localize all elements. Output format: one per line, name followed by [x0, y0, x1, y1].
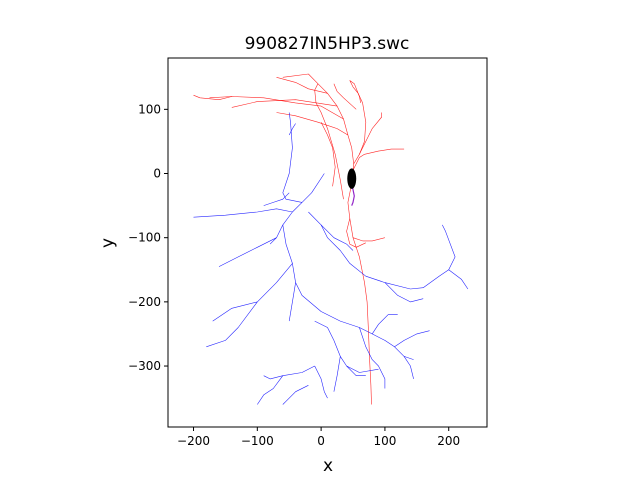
y-tick-label: 100	[138, 102, 161, 116]
apical-branch-10	[333, 83, 357, 110]
basal-branch-30	[333, 356, 341, 392]
y-tick-label: −100	[128, 231, 161, 245]
x-tick-label: 100	[373, 434, 396, 448]
basal-branch-27	[448, 269, 469, 290]
apical-branch-9	[349, 80, 361, 103]
basal-branch-39	[314, 365, 328, 399]
y-axis: 100 0 −100 −200 −300	[128, 102, 168, 373]
basal-branch-28	[384, 282, 424, 303]
apical-branch-15	[314, 83, 344, 200]
apical-branch-11	[320, 122, 336, 187]
apical-branch-12	[347, 178, 372, 405]
basal-branch-35	[359, 327, 379, 367]
basal-branch-22	[295, 282, 360, 328]
axes-frame	[167, 57, 488, 428]
apical-branch-14	[352, 237, 385, 242]
basal-branch-23	[206, 301, 258, 348]
basal-branch-41	[314, 320, 335, 341]
basal-branch-17	[193, 208, 293, 218]
basal-branch-38	[257, 375, 284, 405]
basal-branch-33	[371, 314, 398, 335]
y-axis-label: y	[98, 238, 118, 248]
basal-branch-42	[263, 192, 290, 206]
apical-branch-4	[193, 94, 232, 100]
apical-branch-5	[231, 99, 338, 108]
y-tick-label: −200	[128, 295, 161, 309]
x-axis-label: x	[323, 456, 333, 476]
x-tick-label: 0	[317, 434, 325, 448]
apical-branch-1	[353, 93, 367, 165]
basal-branch-44	[403, 356, 414, 379]
apical-branch-7	[352, 148, 405, 171]
apical-branch-8	[359, 112, 383, 155]
basal-branch-34	[394, 330, 430, 348]
x-tick-label: −200	[177, 434, 210, 448]
apical-branch-13	[346, 218, 366, 248]
x-tick-label: 200	[437, 434, 460, 448]
soma-layer	[347, 168, 357, 189]
basal-branch-24	[308, 211, 354, 251]
basal-branch-31	[346, 365, 366, 377]
basal-branch-18	[282, 112, 303, 203]
y-tick-label: 0	[153, 167, 161, 181]
basal-branch-19	[282, 224, 296, 322]
chart-title: 990827IN5HP3.swc	[245, 34, 410, 54]
neurite-traces	[193, 73, 469, 405]
x-axis: −200 −100 0 100 200	[177, 427, 460, 448]
basal-branch-32	[359, 327, 414, 360]
plot-area	[193, 73, 469, 405]
x-tick-label: −100	[241, 434, 274, 448]
basal-branch-20	[218, 237, 277, 267]
apical-branch-6	[276, 77, 328, 94]
soma	[347, 168, 357, 189]
basal-branch-43	[288, 123, 296, 136]
basal-branch-40	[282, 385, 309, 405]
y-tick-label: −300	[128, 359, 161, 373]
basal-branch-36	[378, 365, 386, 389]
